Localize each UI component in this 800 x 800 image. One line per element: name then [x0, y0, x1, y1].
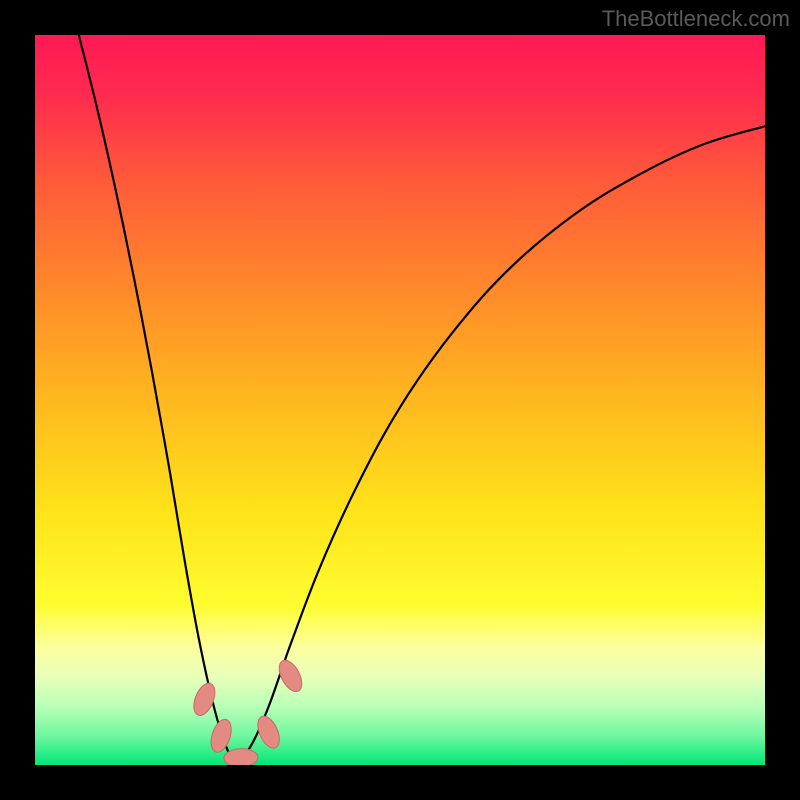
bottleneck-curve — [35, 35, 765, 765]
chart-container: TheBottleneck.com — [0, 0, 800, 800]
curve-path — [79, 35, 765, 761]
plot-area — [35, 35, 765, 765]
watermark-text: TheBottleneck.com — [602, 6, 790, 32]
curve-marker — [207, 717, 235, 755]
